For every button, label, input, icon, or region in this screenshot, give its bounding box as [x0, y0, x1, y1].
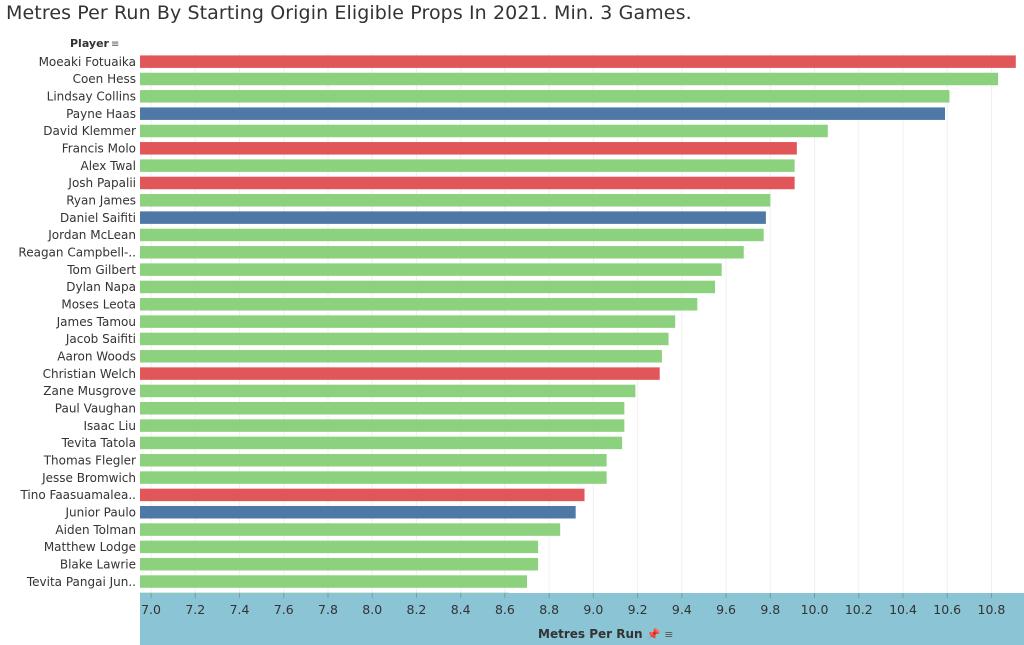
x-tick-label: 9.8 — [760, 602, 780, 617]
x-tick-label: 8.2 — [407, 602, 427, 617]
player-column-header[interactable]: Player ≡ — [70, 37, 119, 50]
x-tick-label: 10.6 — [933, 602, 961, 617]
sort-icon[interactable]: ≡ — [664, 628, 674, 641]
player-label[interactable]: Blake Lawrie — [60, 557, 136, 571]
player-label[interactable]: Payne Haas — [66, 107, 136, 121]
player-label[interactable]: Francis Molo — [62, 142, 136, 156]
x-tick-label: 9.6 — [716, 602, 736, 617]
bar[interactable] — [140, 350, 662, 363]
x-tick-label: 10.2 — [845, 602, 873, 617]
bar[interactable] — [140, 557, 539, 571]
bar[interactable] — [140, 55, 1016, 68]
bar[interactable] — [140, 419, 625, 432]
x-tick-label: 7.8 — [318, 602, 338, 617]
bar[interactable] — [140, 107, 946, 120]
player-label[interactable]: Moeaki Fotuaika — [39, 55, 136, 69]
player-label[interactable]: Jacob Saifiti — [65, 332, 136, 346]
bar[interactable] — [140, 505, 576, 519]
x-tick-label: 10.0 — [801, 602, 829, 617]
player-label[interactable]: Tevita Tatola — [61, 436, 136, 450]
player-label[interactable]: Jordan McLean — [47, 228, 136, 242]
player-label[interactable]: Isaac Liu — [83, 419, 136, 433]
x-tick-label: 8.4 — [451, 602, 471, 617]
bar[interactable] — [140, 315, 676, 328]
chart-title: Metres Per Run By Starting Origin Eligib… — [6, 2, 692, 24]
x-tick-label: 9.0 — [583, 602, 603, 617]
x-tick-label: 8.0 — [362, 602, 382, 617]
x-axis-band — [140, 593, 1024, 645]
bar[interactable] — [140, 454, 607, 467]
player-label[interactable]: Josh Papalii — [67, 176, 136, 190]
bar[interactable] — [140, 523, 561, 536]
player-label[interactable]: Lindsay Collins — [47, 90, 136, 104]
bar[interactable] — [140, 298, 698, 311]
player-label[interactable]: Tevita Pangai Jun.. — [26, 575, 136, 589]
player-label[interactable]: Ryan James — [66, 194, 136, 208]
player-label[interactable]: Matthew Lodge — [44, 540, 136, 554]
x-tick-label: 9.2 — [628, 602, 648, 617]
bar[interactable] — [140, 228, 764, 242]
bar[interactable] — [140, 124, 828, 138]
player-label[interactable]: Thomas Flegler — [43, 453, 136, 467]
player-label[interactable]: Jesse Bromwich — [41, 471, 136, 485]
bar[interactable] — [140, 211, 766, 224]
x-tick-label: 7.4 — [230, 602, 250, 617]
bar[interactable] — [140, 263, 722, 276]
player-label[interactable]: James Tamou — [56, 315, 136, 329]
player-label[interactable]: Alex Twal — [81, 159, 136, 173]
player-label[interactable]: David Klemmer — [43, 124, 136, 138]
bar[interactable] — [140, 90, 950, 103]
player-label[interactable]: Daniel Saifiti — [60, 211, 136, 225]
bar[interactable] — [140, 540, 539, 554]
bar[interactable] — [140, 176, 795, 190]
bars — [140, 55, 1016, 593]
bar[interactable] — [140, 402, 625, 415]
bar[interactable] — [140, 384, 636, 398]
bar[interactable] — [140, 280, 716, 294]
x-tick-label: 10.4 — [889, 602, 917, 617]
x-tick-label: 7.0 — [141, 602, 161, 617]
player-label[interactable]: Zane Musgrove — [43, 384, 136, 398]
player-label[interactable]: Paul Vaughan — [55, 401, 136, 415]
bar[interactable] — [140, 367, 660, 380]
x-axis-title[interactable]: Metres Per Run 📌 ≡ — [538, 627, 673, 641]
pin-icon[interactable]: 📌 — [646, 628, 661, 641]
bar[interactable] — [140, 159, 795, 172]
player-label[interactable]: Moses Leota — [61, 297, 136, 311]
bar[interactable] — [140, 142, 797, 155]
player-label[interactable]: Aiden Tolman — [55, 523, 136, 537]
bar[interactable] — [140, 575, 528, 588]
player-header-label: Player — [70, 37, 109, 50]
bar[interactable] — [140, 194, 771, 207]
player-label[interactable]: Aaron Woods — [57, 349, 136, 363]
player-label[interactable]: Dylan Napa — [66, 280, 136, 294]
player-label[interactable]: Christian Welch — [43, 367, 136, 381]
x-tick-label: 7.6 — [274, 602, 294, 617]
x-axis-ticks: 7.0 7.2 7.4 7.6 7.8 8.0 8.2 8.4 8.6 8.8 9.0 9.2 9.4 9… — [141, 593, 1005, 617]
x-tick-label: 7.2 — [185, 602, 205, 617]
x-tick-label: 10.8 — [978, 602, 1006, 617]
x-tick-label: 8.6 — [495, 602, 515, 617]
x-tick-label: 8.8 — [539, 602, 559, 617]
bar[interactable] — [140, 72, 999, 86]
player-label[interactable]: Tino Faasuamalea.. — [19, 488, 136, 502]
bar[interactable] — [140, 436, 623, 450]
bar[interactable] — [140, 471, 607, 484]
bar[interactable] — [140, 488, 585, 502]
bar[interactable] — [140, 332, 669, 346]
player-label[interactable]: Reagan Campbell-.. — [18, 246, 136, 260]
x-axis-title-label: Metres Per Run — [538, 627, 643, 641]
sort-descending-icon[interactable]: ≡ — [110, 39, 120, 50]
player-label[interactable]: Junior Paulo — [64, 505, 136, 519]
player-labels: Moeaki Fotuaika Coen Hess Lindsay Collins P… — [18, 55, 136, 589]
player-label[interactable]: Tom Gilbert — [66, 263, 136, 277]
player-label[interactable]: Coen Hess — [73, 72, 136, 86]
x-tick-label: 9.4 — [672, 602, 692, 617]
bar[interactable] — [140, 246, 744, 259]
